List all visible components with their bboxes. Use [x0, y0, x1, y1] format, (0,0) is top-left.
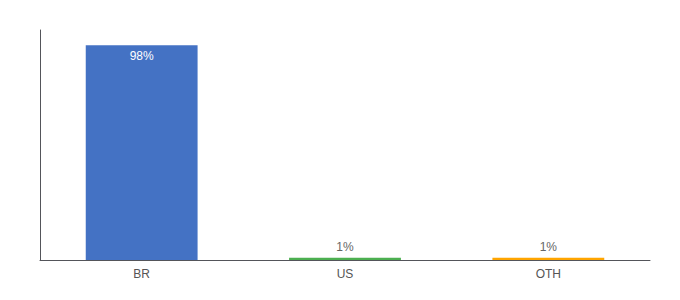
svg-text:US: US	[337, 267, 354, 281]
svg-text:1%: 1%	[540, 240, 558, 254]
svg-text:OTH: OTH	[536, 267, 561, 281]
svg-text:98%: 98%	[130, 49, 154, 63]
svg-text:1%: 1%	[336, 240, 354, 254]
svg-text:BR: BR	[133, 267, 150, 281]
